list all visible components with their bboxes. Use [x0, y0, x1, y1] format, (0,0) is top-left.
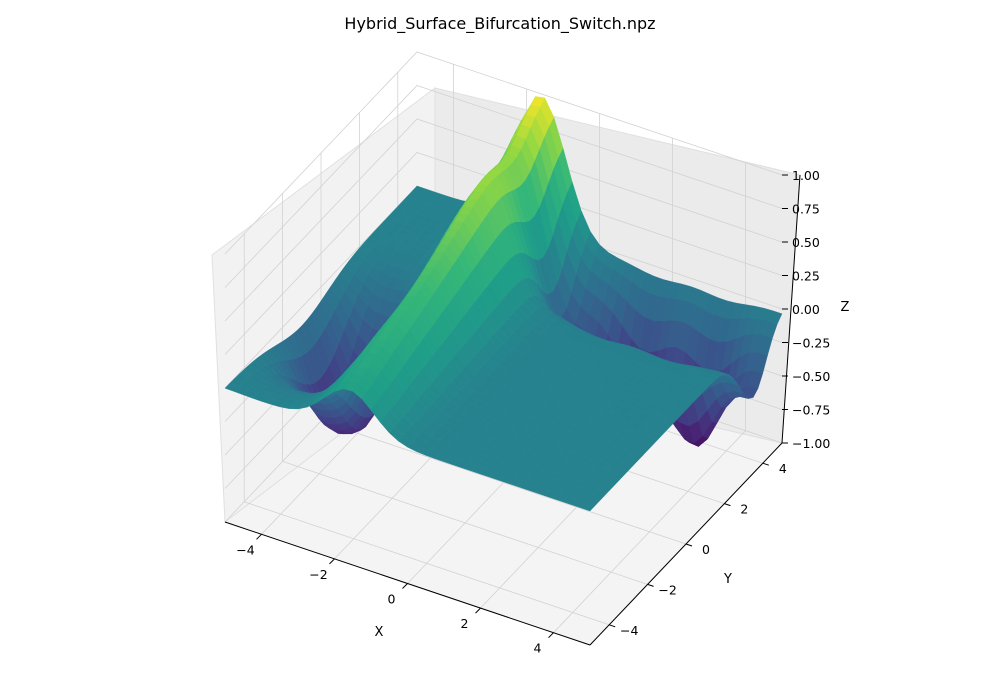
y-tick-mark [724, 503, 731, 507]
surface-patch [224, 383, 240, 392]
y-tick-label: 2 [740, 502, 748, 517]
gridline-z [224, 85, 783, 288]
chart-title: Hybrid_Surface_Bifurcation_Switch.npz [344, 14, 655, 34]
z-tick-label: 0.25 [792, 269, 820, 284]
y-tick-mark [685, 543, 693, 547]
y-tick-label: 0 [702, 542, 710, 557]
z-tick-label: 1.00 [792, 168, 820, 183]
y-tick-label: −2 [658, 582, 676, 597]
x-tick-mark [475, 607, 481, 614]
z-axis-line [781, 174, 801, 444]
x-tick-label: 2 [461, 616, 469, 631]
x-tick-mark [256, 533, 262, 540]
z-tick-label: 0.00 [792, 302, 820, 317]
y-tick-mark [609, 624, 616, 628]
z-tick-label: 0.50 [792, 235, 820, 250]
x-tick-label: −2 [309, 567, 327, 582]
z-axis-label: Z [841, 300, 850, 315]
x-tick-label: −4 [236, 542, 254, 557]
surface-mesh [224, 96, 783, 512]
y-tick-mark [762, 462, 769, 466]
z-tick-label: −0.75 [792, 403, 830, 418]
y-axis-label: Y [723, 572, 732, 587]
z-ticks: −1.00 −0.75 −0.50 −0.25 0.00 0.25 0.50 0.75 1.00 [782, 168, 830, 451]
x-axis-label: X [375, 625, 384, 640]
y-ticks: −4 −2 0 2 4 [609, 461, 787, 638]
x-tick-mark [402, 583, 408, 589]
z-tick-label: −0.50 [792, 369, 830, 384]
x-tick-label: 4 [534, 641, 542, 656]
gridline-z [224, 152, 783, 355]
gridline-y [320, 420, 687, 545]
z-tick-label: −1.00 [792, 436, 830, 451]
z-tick-label: −0.25 [792, 336, 830, 351]
gridline-z [224, 51, 783, 255]
y-tick-label: 4 [779, 461, 787, 476]
gridline-x [553, 430, 746, 633]
gridline-z [224, 118, 783, 322]
x-tick-mark [548, 632, 554, 639]
y-tick-label: −4 [620, 623, 638, 638]
x-tick-mark [329, 558, 335, 565]
x-ticks: −4 −2 0 2 4 [236, 533, 554, 656]
y-tick-mark [647, 583, 654, 587]
x-tick-label: 0 [388, 592, 396, 607]
z-tick-label: 0.75 [792, 202, 820, 217]
